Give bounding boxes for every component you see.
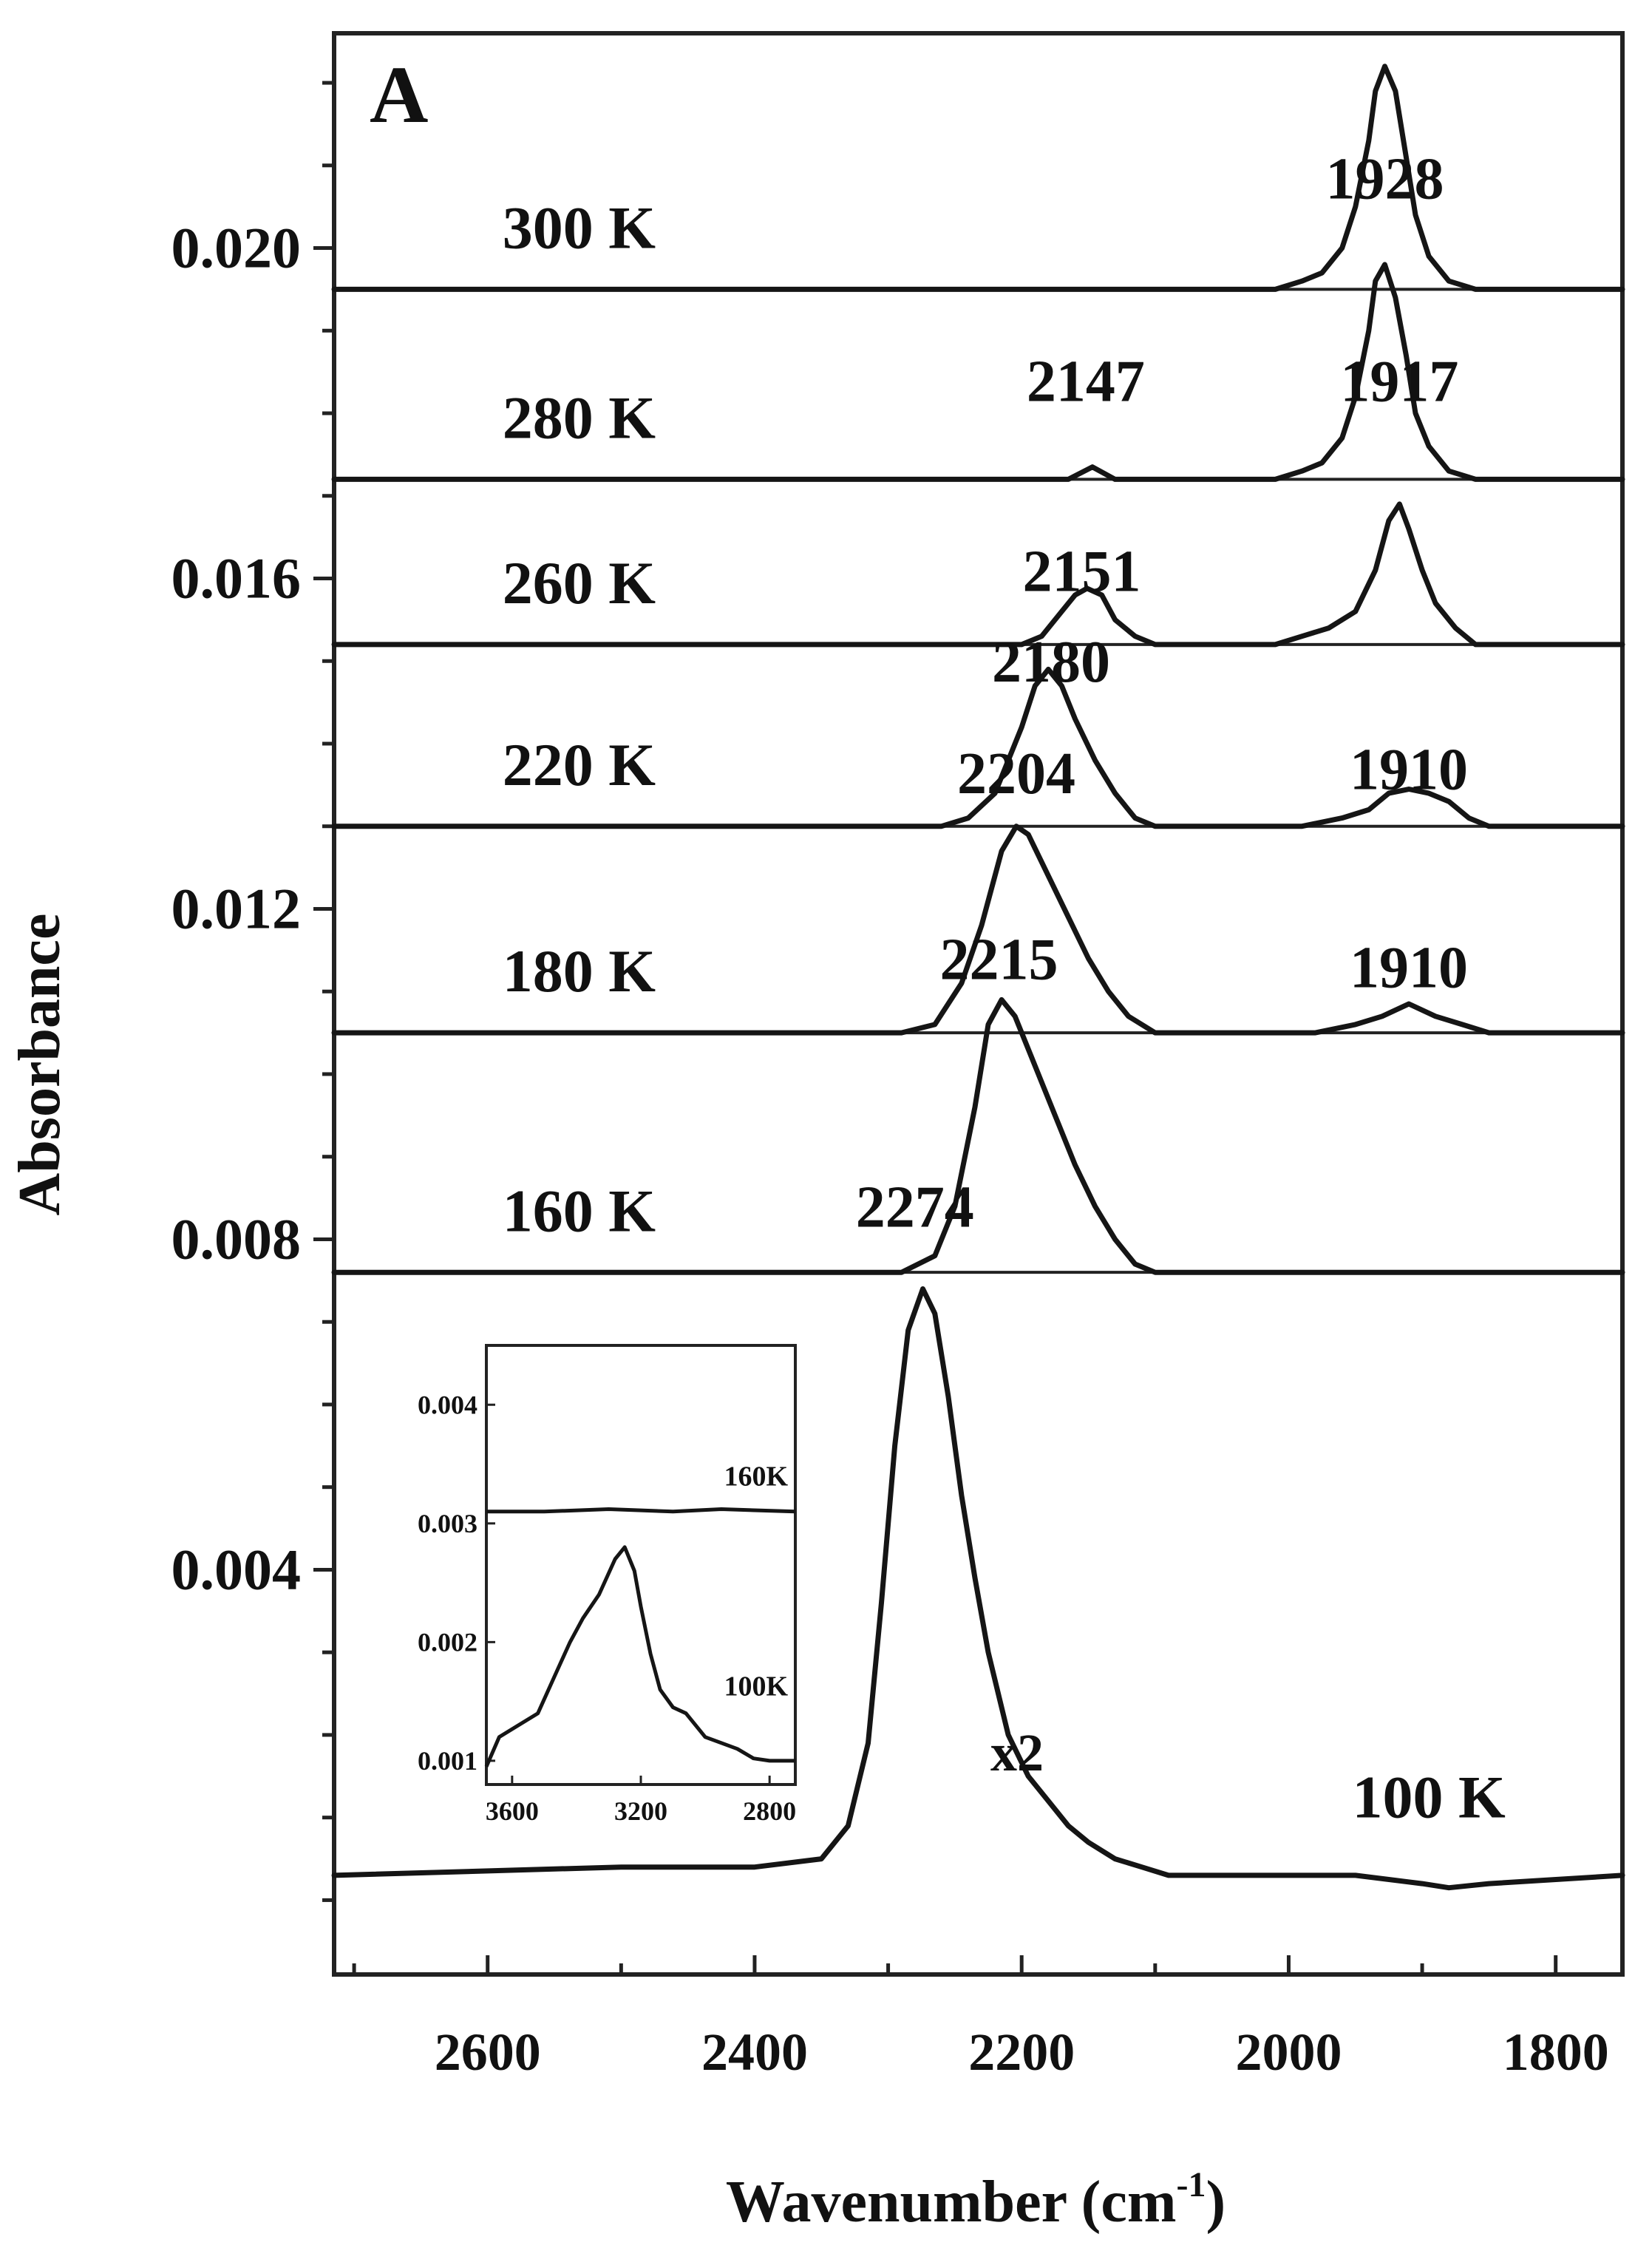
trace-280k	[331, 262, 1625, 482]
peak-label: 1910	[1350, 737, 1468, 802]
inset-y-tick-label: 0.002	[418, 1627, 477, 1657]
temperature-label: 260 K	[503, 549, 656, 617]
inset-series-label: 100K	[724, 1671, 788, 1702]
inset-chart: 0.001 0.002 0.003 0.004 3600 3200 2800 160K 100K	[418, 1344, 797, 1826]
y-tick-label: 0.004	[171, 1537, 302, 1601]
peak-label: 2151	[1022, 539, 1141, 604]
trace-100k	[331, 1286, 1625, 1891]
x-axis-title-sup: -1	[1176, 2165, 1206, 2204]
x-tick-label: 2400	[701, 2023, 808, 2082]
spectra-traces	[331, 64, 1625, 1891]
peak-label: 1910	[1350, 936, 1468, 1001]
x-axis-ticks: 2600 2400 2200 2000 1800	[352, 1955, 1609, 2082]
trace-220k	[331, 666, 1625, 829]
inset-y-tick-label: 0.001	[418, 1746, 477, 1776]
temperature-label: 280 K	[503, 384, 656, 452]
y-tick-label: 0.012	[171, 876, 302, 940]
panel-label: A	[370, 50, 428, 140]
x-axis-title: Wavenumber (cm-1)	[726, 2165, 1226, 2235]
plot-frame	[332, 31, 1625, 1977]
x-tick-label: 1800	[1503, 2023, 1609, 2082]
trace-180k	[331, 824, 1625, 1036]
y-tick-label: 0.020	[171, 216, 302, 280]
x-tick-label: 2200	[968, 2023, 1075, 2082]
peak-and-temperature-labels: 300 K 280 K 260 K 220 K 180 K 160 K 100 K 1928 1…	[503, 146, 1506, 1831]
temperature-label: 220 K	[503, 731, 656, 798]
inset-x-tick-label: 3200	[614, 1796, 667, 1826]
x-axis-title-main: Wavenumber (cm	[726, 2170, 1177, 2235]
x-tick-label: 2000	[1235, 2023, 1342, 2082]
peak-label: 2180	[992, 630, 1110, 695]
peak-label: 2215	[939, 927, 1058, 992]
x-axis-title-close: )	[1206, 2170, 1226, 2235]
temperature-label: 100 K	[1352, 1764, 1506, 1831]
temperature-label: 160 K	[503, 1177, 656, 1244]
inset-y-tick-label: 0.003	[418, 1509, 477, 1538]
peak-label: 1917	[1340, 349, 1458, 414]
y-tick-label: 0.008	[171, 1206, 302, 1271]
peak-label: 1928	[1325, 146, 1444, 211]
inset-series-label: 160K	[724, 1461, 788, 1492]
x-tick-label: 2600	[435, 2023, 541, 2082]
temperature-label: 180 K	[503, 937, 656, 1005]
trace-260k	[331, 501, 1625, 648]
peak-label: 2204	[957, 741, 1075, 806]
inset-x-tick-label: 2800	[743, 1796, 796, 1826]
peak-label: 2147	[1027, 349, 1145, 414]
multiplier-note: x2	[990, 1723, 1044, 1782]
trace-300k	[331, 64, 1625, 292]
inset-trace-100k	[484, 1545, 795, 1767]
peak-label: 2274	[856, 1175, 974, 1240]
temperature-label: 300 K	[503, 194, 656, 262]
inset-y-tick-label: 0.004	[418, 1390, 477, 1419]
trace-160k	[331, 996, 1625, 1275]
y-tick-label: 0.016	[171, 546, 302, 611]
inset-x-tick-label: 3600	[486, 1796, 539, 1826]
y-axis-ticks: 0.004 0.008 0.012 0.016 0.020	[171, 81, 334, 1902]
y-axis-title: Absorbance	[7, 914, 72, 1216]
inset-trace-160k	[486, 1507, 796, 1514]
